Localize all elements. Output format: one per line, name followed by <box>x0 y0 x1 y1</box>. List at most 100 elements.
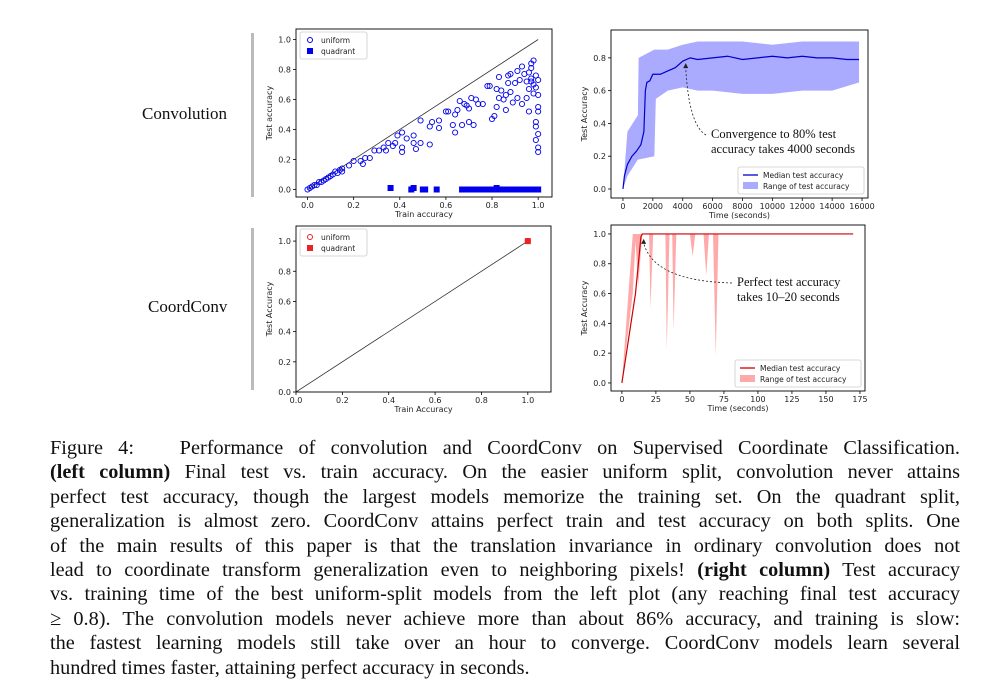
caption-line: vs. training time of the best uniform-sp… <box>50 583 960 606</box>
point-quadrant <box>524 238 531 245</box>
y-tick-label: 0.2 <box>278 358 291 367</box>
plot-area <box>296 238 531 392</box>
point-uniform <box>495 73 503 81</box>
point-uniform <box>535 108 542 115</box>
point-quadrant <box>463 186 470 193</box>
legend-marker-square <box>307 48 313 54</box>
legend-label: Median test accuracy <box>763 171 844 180</box>
x-tick-label: 16000 <box>849 202 874 211</box>
point-uniform <box>392 139 399 147</box>
point-uniform <box>502 91 509 99</box>
x-tick-label: 1.0 <box>521 396 534 405</box>
legend: uniform quadrant <box>299 31 368 60</box>
point-uniform <box>442 108 449 115</box>
x-tick-label: 2000 <box>643 202 663 211</box>
legend-marker-square <box>307 245 313 251</box>
x-tick-label: 100 <box>750 395 765 404</box>
point-uniform <box>412 145 419 153</box>
y-tick-label: 0.6 <box>278 297 291 306</box>
legend-label: Range of test accuracy <box>760 375 847 384</box>
x-tick-label: 150 <box>818 395 833 404</box>
x-tick-label: 8000 <box>732 202 752 211</box>
point-uniform <box>535 76 542 84</box>
point-uniform <box>350 157 357 165</box>
axes-frame <box>295 225 552 393</box>
range-band <box>622 41 860 189</box>
annotation-arrow <box>643 242 733 284</box>
point-uniform <box>525 108 532 115</box>
y-tick-label: 0.4 <box>593 119 606 128</box>
point-uniform <box>339 168 346 175</box>
point-uniform <box>514 67 521 75</box>
point-uniform <box>382 147 389 154</box>
x-axis-label: Time (seconds) <box>708 211 770 220</box>
x-tick-label: 75 <box>719 395 729 404</box>
point-uniform <box>509 99 516 106</box>
point-uniform <box>345 162 353 169</box>
annotation-text: takes 10–20 seconds <box>737 290 840 304</box>
caption-line: generalization is almost zero. CoordConv… <box>50 510 960 533</box>
point-uniform <box>498 87 505 94</box>
x-tick-label: 12000 <box>790 202 815 211</box>
reference-line <box>307 39 539 190</box>
x-tick-label: 0.2 <box>336 396 349 405</box>
point-uniform <box>366 154 373 162</box>
point-uniform <box>375 147 383 154</box>
row-label-coordconv: CoordConv <box>148 297 228 316</box>
point-uniform <box>525 85 532 93</box>
caption-line: ≥ 0.8). The convolution models never ach… <box>50 607 960 630</box>
y-tick-label: 0.8 <box>593 260 606 269</box>
row-label-convolution: Convolution <box>142 104 228 123</box>
legend-band-swatch <box>740 375 755 382</box>
point-uniform <box>528 78 535 85</box>
x-tick-label: 0.6 <box>440 201 453 210</box>
point-uniform <box>518 63 526 70</box>
axes-frame <box>610 224 866 392</box>
caption-text: Test accuracy <box>830 558 961 581</box>
point-uniform <box>311 181 318 189</box>
y-tick-label: 0.0 <box>278 388 291 397</box>
legend-label: uniform <box>321 36 350 45</box>
point-uniform <box>435 124 443 132</box>
row-divider-bottom <box>251 228 254 390</box>
chart-3: 0.0 0.2 0.4 0.6 0.8 1.0 0.0 0.2 0.4 0.6 0.8 1.0 Trai… <box>265 225 552 414</box>
caption-text: lead to coordinate transform generalizat… <box>50 558 698 581</box>
point-uniform <box>505 79 512 87</box>
point-uniform <box>399 148 406 156</box>
point-uniform <box>459 121 466 129</box>
point-uniform <box>429 118 436 126</box>
median-line <box>621 233 854 384</box>
point-uniform <box>523 94 530 102</box>
x-tick-label: 125 <box>784 395 799 404</box>
point-uniform <box>399 144 406 151</box>
y-tick-label: 1.0 <box>278 237 291 246</box>
caption-text: Final test vs. train accuracy. On the ea… <box>170 461 960 484</box>
y-tick-label: 1.0 <box>278 36 291 45</box>
legend: Median test accuracy Range of test accura… <box>734 359 862 388</box>
x-tick-label: 175 <box>852 395 867 404</box>
y-tick-label: 0.0 <box>278 186 291 195</box>
y-axis-label: Test Accuracy <box>580 86 589 142</box>
legend-band-swatch <box>743 182 758 189</box>
point-uniform <box>525 69 532 76</box>
y-tick-label: 0.2 <box>593 349 606 358</box>
caption-line: (left column) Final test vs. train accur… <box>50 460 960 484</box>
x-tick-label: 4000 <box>673 202 693 211</box>
point-uniform <box>535 144 542 151</box>
point-quadrant <box>433 186 440 193</box>
y-tick-label: 0.0 <box>593 185 606 194</box>
x-tick-label: 6000 <box>702 202 722 211</box>
x-tick-label: 0.6 <box>429 396 442 405</box>
x-tick-label: 0.4 <box>393 201 406 210</box>
y-tick-label: 0.8 <box>278 267 291 276</box>
point-uniform <box>532 118 539 126</box>
median-line <box>622 55 860 190</box>
figure-caption: Figure 4: Performance of convolution and… <box>50 436 960 680</box>
point-uniform <box>479 100 486 108</box>
point-uniform <box>507 70 514 78</box>
point-uniform <box>452 129 459 136</box>
point-uniform <box>449 121 456 129</box>
annotation-text: Perfect test accuracy <box>737 275 841 289</box>
annotation-arrowhead <box>683 63 689 69</box>
